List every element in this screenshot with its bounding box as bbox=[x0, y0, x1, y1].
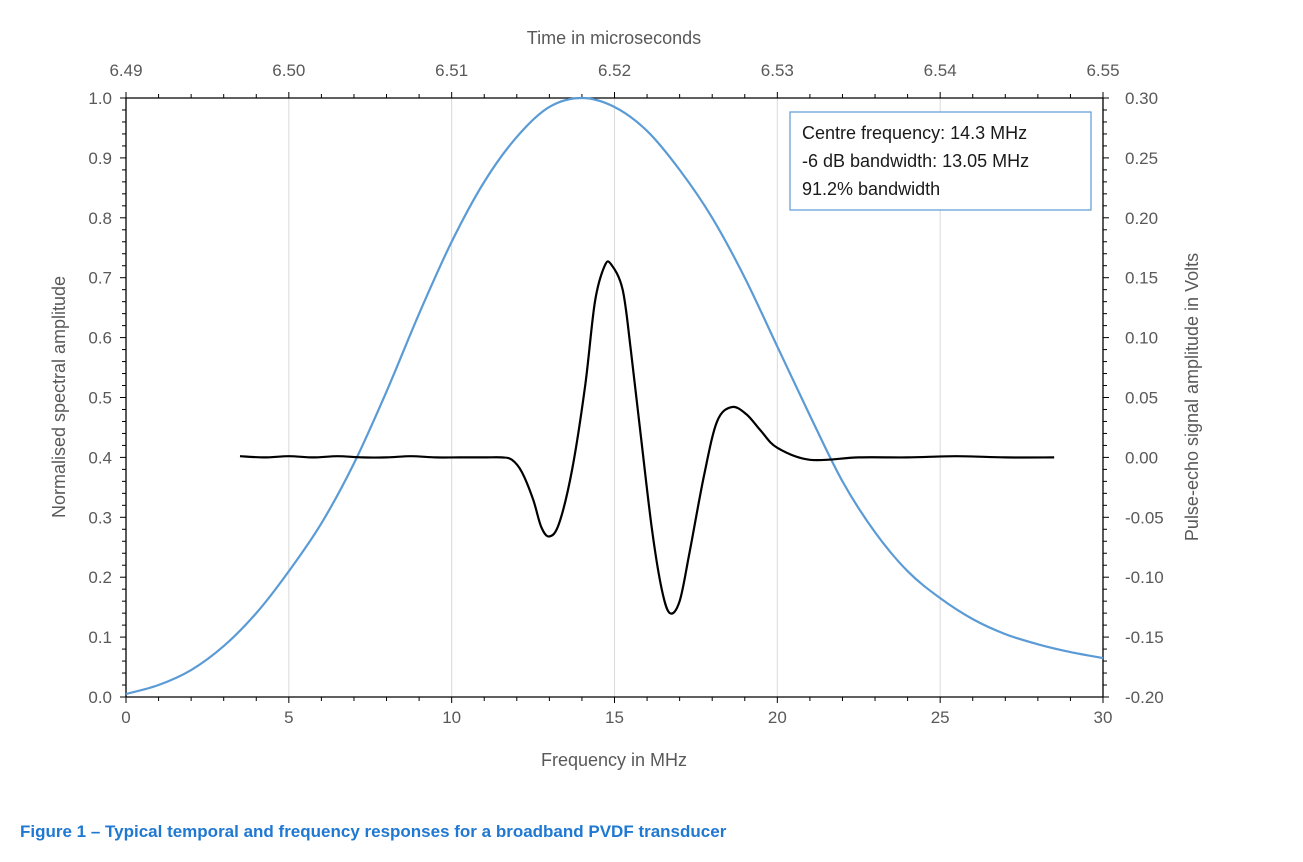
chart-figure: 0 5 10 15 20 25 30 6.49 6.50 6.51 6.52 6.53 6.54 6.55… bbox=[49, 28, 1202, 770]
x-top-tick-label-6: 6.55 bbox=[1086, 61, 1119, 80]
x-top-tick-label-5: 6.54 bbox=[924, 61, 957, 80]
y-left-tick-label-5: 0.5 bbox=[88, 389, 112, 408]
y-left-tick-label-7: 0.7 bbox=[88, 269, 112, 288]
annotation-line-2: -6 dB bandwidth: 13.05 MHz bbox=[802, 151, 1029, 171]
y-left-tick-label-10: 1.0 bbox=[88, 89, 112, 108]
x-bottom-tick-label-25: 25 bbox=[931, 708, 950, 727]
annotation-box: Centre frequency: 14.3 MHz -6 dB bandwid… bbox=[789, 111, 1092, 211]
y-left-tick-label-3: 0.3 bbox=[88, 508, 112, 527]
x-top-tick-label-4: 6.53 bbox=[761, 61, 794, 80]
y-left-tick-label-1: 0.1 bbox=[88, 628, 112, 647]
y-left-tick-label-9: 0.9 bbox=[88, 149, 112, 168]
y-right-tick-label-9: 0.25 bbox=[1125, 149, 1158, 168]
x-bottom-tick-label-0: 0 bbox=[121, 708, 130, 727]
annotation-line-3: 91.2% bandwidth bbox=[802, 179, 940, 199]
x-top-axis-title: Time in microseconds bbox=[527, 28, 701, 48]
y-right-tick-label-10: 0.30 bbox=[1125, 89, 1158, 108]
series-line-signal bbox=[239, 260, 1055, 615]
y-left-axis-title: Normalised spectral amplitude bbox=[49, 276, 69, 518]
x-top-tick-label-3: 6.52 bbox=[598, 61, 631, 80]
series-lines bbox=[125, 96, 1104, 696]
y-right-axis-title: Pulse-echo signal amplitude in Volts bbox=[1182, 253, 1202, 541]
x-bottom-tick-label-15: 15 bbox=[605, 708, 624, 727]
y-right-tick-label-4: 0.00 bbox=[1125, 448, 1158, 467]
y-right-tick-label-0: -0.20 bbox=[1125, 688, 1164, 707]
x-bottom-tick-label-30: 30 bbox=[1094, 708, 1113, 727]
x-top-tick-label-0: 6.49 bbox=[109, 61, 142, 80]
tick-labels: 0 5 10 15 20 25 30 6.49 6.50 6.51 6.52 6.53 6.54 6.55… bbox=[88, 61, 1163, 727]
y-left-tick-label-4: 0.4 bbox=[88, 448, 112, 467]
y-right-tick-label-1: -0.15 bbox=[1125, 628, 1164, 647]
y-right-tick-label-7: 0.15 bbox=[1125, 269, 1158, 288]
x-bottom-tick-label-20: 20 bbox=[768, 708, 787, 727]
y-left-tick-label-8: 0.8 bbox=[88, 209, 112, 228]
figure-caption: Figure 1 – Typical temporal and frequenc… bbox=[20, 822, 727, 841]
series-line-spectrum bbox=[125, 96, 1104, 696]
x-top-tick-label-2: 6.51 bbox=[435, 61, 468, 80]
y-left-tick-label-6: 0.6 bbox=[88, 329, 112, 348]
annotation-line-1: Centre frequency: 14.3 MHz bbox=[802, 123, 1027, 143]
annotation-box-border bbox=[789, 111, 1092, 211]
y-right-tick-label-6: 0.10 bbox=[1125, 329, 1158, 348]
y-left-tick-label-2: 0.2 bbox=[88, 568, 112, 587]
y-right-tick-label-3: -0.05 bbox=[1125, 508, 1164, 527]
x-bottom-tick-label-5: 5 bbox=[284, 708, 293, 727]
x-bottom-axis-title: Frequency in MHz bbox=[541, 750, 687, 770]
y-right-tick-label-8: 0.20 bbox=[1125, 209, 1158, 228]
y-right-tick-label-5: 0.05 bbox=[1125, 389, 1158, 408]
x-top-tick-label-1: 6.50 bbox=[272, 61, 305, 80]
y-left-tick-label-0: 0.0 bbox=[88, 688, 112, 707]
y-right-tick-label-2: -0.10 bbox=[1125, 568, 1164, 587]
tick-marks bbox=[120, 92, 1109, 703]
x-bottom-tick-label-10: 10 bbox=[442, 708, 461, 727]
